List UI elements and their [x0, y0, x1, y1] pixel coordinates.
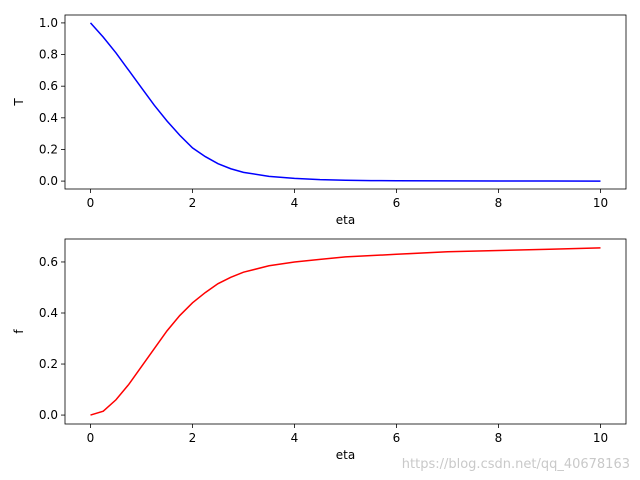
y-tick-label: 0.4: [39, 111, 58, 125]
y-tick-label: 0.6: [39, 255, 58, 269]
y-tick-label: 0.6: [39, 79, 58, 93]
x-tick-label: 2: [189, 431, 197, 445]
x-tick-label: 10: [593, 431, 608, 445]
y-axis-label: f: [12, 329, 26, 334]
x-tick-label: 6: [393, 431, 401, 445]
x-tick-label: 8: [495, 196, 503, 210]
series-line-0: [89, 22, 601, 182]
x-tick-label: 0: [87, 196, 95, 210]
series-line-0: [90, 247, 601, 416]
watermark-text: https://blog.csdn.net/qq_40678163: [401, 457, 630, 472]
x-tick-label: 0: [87, 431, 95, 445]
y-tick-label: 0.4: [39, 306, 58, 320]
x-tick-label: 4: [291, 196, 299, 210]
x-axis-label: eta: [336, 448, 355, 462]
y-tick-label: 0.0: [39, 408, 58, 422]
y-tick-label: 0.0: [39, 174, 58, 188]
x-axis-label: eta: [336, 213, 355, 227]
axes-frame: [64, 14, 627, 190]
x-tick-label: 2: [189, 196, 197, 210]
subplot-f: 0 2 4 6 8 10 0.0 0.2 0.4 0.6 eta f: [12, 238, 627, 462]
x-tick-label: 8: [495, 431, 503, 445]
y-tick-label: 0.2: [39, 142, 58, 156]
axes-frame: [64, 238, 627, 425]
subplot-temperature: 0 2 4 6 8 10 0.0 0.2 0.4 0.6 0.8 1.0 eta T: [12, 14, 627, 227]
x-tick-label: 4: [291, 431, 299, 445]
y-axis-label: T: [12, 98, 26, 107]
y-tick-label: 0.2: [39, 357, 58, 371]
x-tick-label: 6: [393, 196, 401, 210]
x-tick-label: 10: [593, 196, 608, 210]
y-tick-label: 1.0: [39, 16, 58, 30]
y-tick-label: 0.8: [39, 48, 58, 62]
